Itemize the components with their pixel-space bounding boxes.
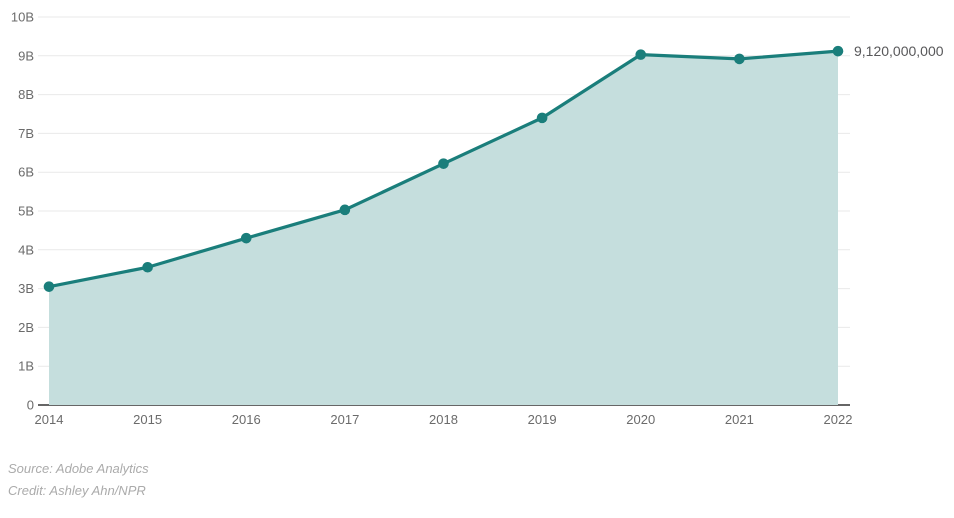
y-tick-label: 3B [18, 281, 34, 296]
data-point-2017 [339, 204, 351, 216]
data-points [43, 45, 844, 292]
y-tick-label: 7B [18, 126, 34, 141]
x-tick-label: 2015 [133, 412, 162, 427]
source-note: Source: Adobe Analytics [8, 461, 149, 476]
data-point-2020 [635, 49, 647, 60]
area-shape [49, 51, 838, 405]
y-tick-label: 2B [18, 320, 34, 335]
x-tick-label: 2019 [528, 412, 557, 427]
x-tick-label: 2018 [429, 412, 458, 427]
y-tick-label: 8B [18, 87, 34, 102]
x-tick-label: 2022 [824, 412, 853, 427]
y-tick-label: 4B [18, 242, 34, 257]
data-point-2014 [43, 281, 55, 292]
end-value-label: 9,120,000,000 [854, 43, 944, 59]
chart-footer: Source: Adobe Analytics Credit: Ashley A… [8, 458, 149, 502]
x-tick-label: 2020 [626, 412, 655, 427]
y-tick-label: 0 [27, 398, 34, 413]
y-axis-labels: 0 1B 2B 3B 4B 5B 6B 7B 8B 9B 10B [11, 10, 34, 413]
x-tick-label: 2016 [232, 412, 261, 427]
data-point-2015 [142, 261, 153, 273]
data-point-2016 [240, 232, 252, 244]
value-annotation: 9,120,000,000 [854, 43, 944, 59]
data-point-2021 [734, 53, 745, 65]
y-tick-label: 6B [18, 165, 34, 180]
x-tick-label: 2017 [330, 412, 359, 427]
y-tick-label: 9B [18, 48, 34, 63]
x-axis-labels: 2014 2015 2016 2017 2018 2019 2020 2021 2022 [35, 412, 853, 427]
area-fill [49, 51, 838, 405]
credit-note: Credit: Ashley Ahn/NPR [8, 483, 146, 498]
data-point-2022 [832, 45, 844, 57]
data-point-2019 [536, 112, 548, 124]
y-tick-label: 1B [18, 359, 34, 374]
data-point-2018 [438, 158, 449, 169]
x-tick-label: 2021 [725, 412, 754, 427]
y-tick-label: 5B [18, 204, 34, 219]
x-tick-label: 2014 [35, 412, 64, 427]
y-tick-label: 10B [11, 10, 34, 25]
